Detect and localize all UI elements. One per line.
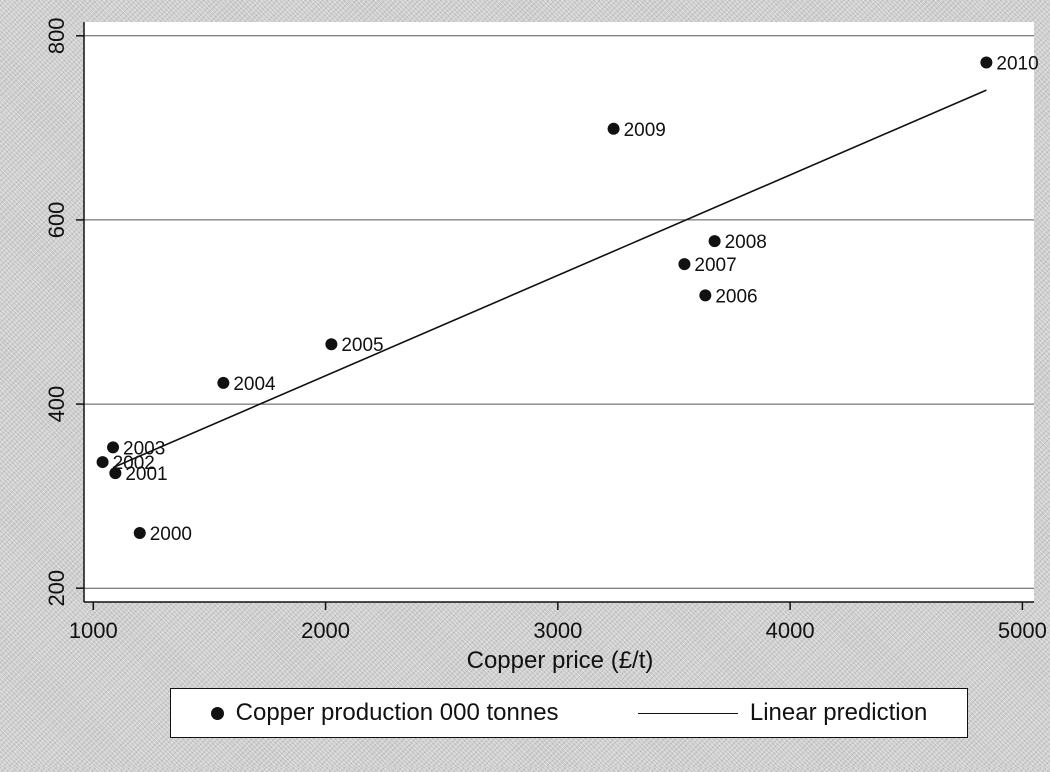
data-point [607, 122, 620, 135]
y-tick-label: 200 [44, 570, 69, 607]
legend-item-scatter: Copper production 000 tonnes [210, 699, 559, 727]
x-tick-label: 2000 [301, 618, 350, 643]
fit-line-layer [112, 89, 987, 469]
axis-layer: 200 400 600 800 1000 2000 3000 4000 5000 [44, 17, 1047, 643]
plot-area [84, 22, 1034, 602]
data-label: 2002 [113, 453, 155, 474]
data-point [217, 376, 230, 389]
x-tick-label: 1000 [69, 618, 118, 643]
data-label: 2008 [725, 232, 767, 253]
data-point [708, 235, 721, 248]
linear-prediction-line [112, 89, 987, 469]
data-label: 2009 [624, 120, 666, 141]
data-label: 2000 [150, 524, 192, 545]
y-tick-label: 600 [44, 202, 69, 239]
data-label: 2005 [341, 335, 383, 356]
legend-label-scatter: Copper production 000 tonnes [235, 699, 559, 726]
data-point [699, 289, 712, 302]
x-axis-title: Copper price (£/t) [467, 647, 654, 674]
x-tick-label: 4000 [766, 618, 815, 643]
data-label: 2003 [123, 438, 165, 459]
x-tick-label: 3000 [533, 618, 582, 643]
data-label: 2006 [715, 286, 757, 307]
legend-item-line: Linear prediction [637, 699, 928, 727]
legend-line-icon [637, 712, 738, 714]
y-tick-label: 400 [44, 386, 69, 423]
data-point [109, 467, 122, 480]
data-label: 2004 [233, 374, 276, 395]
data-point [107, 441, 120, 454]
x-tick-label: 5000 [998, 618, 1047, 643]
legend-label-line: Linear prediction [749, 699, 928, 726]
data-point [980, 56, 993, 69]
legend-dot-icon [210, 706, 224, 720]
data-label: 2010 [996, 54, 1038, 75]
data-point [96, 456, 109, 469]
data-point [325, 338, 338, 351]
grid-layer [84, 35, 1034, 589]
data-label: 2007 [694, 255, 736, 276]
data-label: 2001 [125, 464, 167, 485]
data-point [678, 258, 691, 271]
data-point [133, 526, 146, 539]
legend: Copper production 000 tonnes Linear pred… [170, 688, 968, 738]
y-tick-label: 800 [44, 17, 69, 54]
